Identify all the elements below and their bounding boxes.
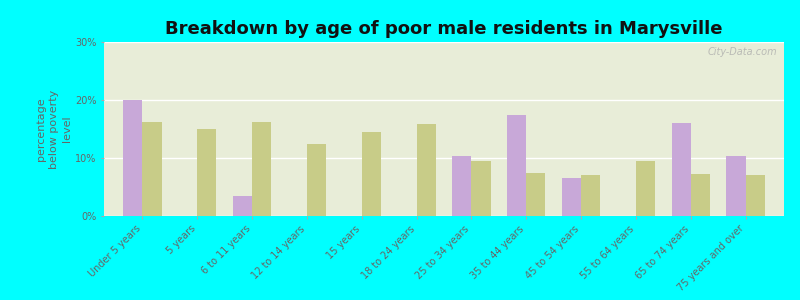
Bar	[417, 124, 436, 216]
Bar	[471, 161, 490, 216]
Bar	[142, 122, 162, 216]
Bar	[581, 176, 600, 216]
Y-axis label: percentage
below poverty
level: percentage below poverty level	[36, 89, 72, 169]
Bar	[198, 129, 217, 216]
Bar	[452, 156, 471, 216]
Bar	[233, 196, 252, 216]
Bar	[562, 178, 581, 216]
Text: City-Data.com: City-Data.com	[707, 47, 778, 57]
Bar	[690, 174, 710, 216]
Title: Breakdown by age of poor male residents in Marysville: Breakdown by age of poor male residents …	[166, 20, 722, 38]
Bar	[362, 132, 381, 216]
Bar	[746, 176, 765, 216]
Bar	[123, 100, 142, 216]
Bar	[671, 123, 690, 216]
Bar	[307, 143, 326, 216]
Bar	[526, 172, 546, 216]
Bar	[507, 115, 526, 216]
Bar	[252, 122, 271, 216]
Bar	[726, 156, 746, 216]
Bar	[636, 161, 655, 216]
